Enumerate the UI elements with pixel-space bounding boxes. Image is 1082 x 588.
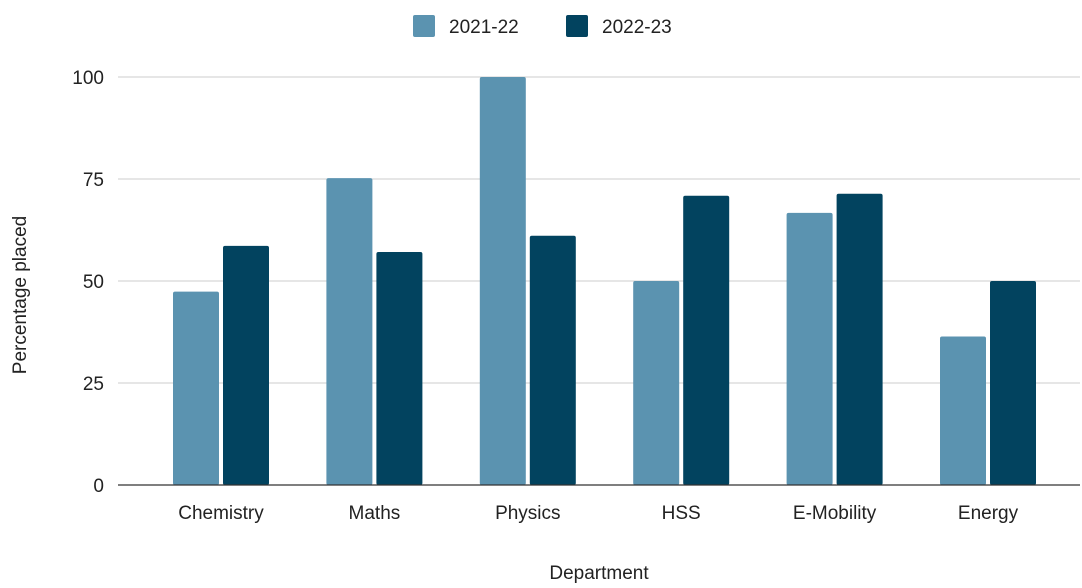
x-tick-label: Maths [349,503,401,524]
x-tick-labels: Chemistry Maths Physics HSS E-Mobility Energy [178,503,1018,524]
x-tick-label: HSS [662,503,701,524]
bar-maths-2022-23 [376,252,423,485]
x-tick-label: E-Mobility [793,503,877,524]
bar-physics-2021-22 [479,77,526,485]
legend-label: 2021-22 [449,17,519,38]
bars [173,77,1036,486]
x-axis-title: Department [549,563,649,583]
y-tick-label: 0 [93,476,104,497]
bar-hss-2022-23 [683,195,730,485]
legend: 2021-22 2022-23 [413,15,672,38]
y-tick-label: 50 [83,272,104,293]
gridlines [118,76,1080,384]
y-tick-label: 75 [83,170,104,191]
y-tick-label: 25 [83,374,104,395]
bar-chemistry-2022-23 [223,245,269,485]
x-tick-label: Chemistry [178,503,264,524]
bar-chemistry-2021-22 [173,291,219,485]
bar-e-mobility-2022-23 [836,193,883,486]
legend-swatch [566,15,588,37]
bar-hss-2021-22 [633,281,680,485]
y-axis-title: Percentage placed [10,216,31,374]
y-tick-labels: 0 25 50 75 100 [72,68,104,497]
x-tick-label: Physics [495,503,560,524]
y-tick-label: 100 [72,68,104,89]
legend-label: 2022-23 [602,17,672,38]
bar-maths-2021-22 [326,178,373,485]
bar-physics-2022-23 [529,235,576,485]
x-tick-label: Energy [958,503,1019,524]
bar-energy-2022-23 [990,281,1036,485]
legend-swatch [413,15,435,37]
bar-e-mobility-2021-22 [786,212,833,485]
bar-energy-2021-22 [940,336,986,485]
